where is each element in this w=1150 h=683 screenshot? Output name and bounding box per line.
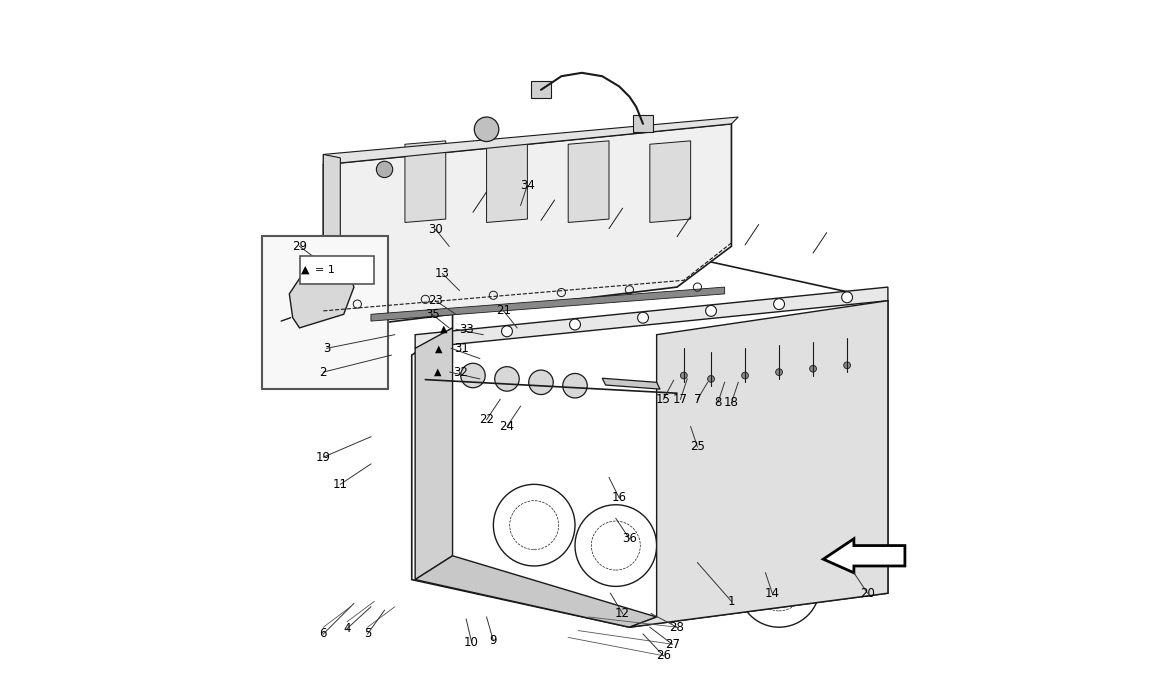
Circle shape — [562, 374, 588, 398]
Circle shape — [774, 298, 784, 309]
Text: 5: 5 — [363, 628, 371, 641]
Circle shape — [681, 372, 688, 379]
Polygon shape — [323, 117, 738, 165]
Text: 4: 4 — [344, 622, 351, 635]
Text: 8: 8 — [714, 396, 721, 409]
Text: ▲: ▲ — [300, 265, 309, 275]
Bar — [262, 236, 388, 389]
Text: 19: 19 — [316, 451, 331, 464]
Text: 6: 6 — [320, 628, 327, 641]
Polygon shape — [603, 378, 660, 389]
Text: 13: 13 — [435, 267, 450, 280]
Text: 10: 10 — [465, 636, 480, 649]
Text: = 1: = 1 — [315, 265, 335, 275]
Polygon shape — [415, 287, 888, 348]
Text: 26: 26 — [656, 650, 670, 663]
Polygon shape — [290, 260, 354, 328]
Circle shape — [474, 117, 499, 141]
Text: ▲: ▲ — [440, 324, 447, 334]
Text: 25: 25 — [690, 441, 705, 454]
Circle shape — [376, 161, 392, 178]
Text: 31: 31 — [454, 342, 469, 354]
Polygon shape — [629, 301, 888, 627]
Text: ▲: ▲ — [434, 367, 442, 377]
Text: 11: 11 — [332, 478, 347, 491]
Circle shape — [706, 305, 716, 316]
Circle shape — [637, 312, 649, 323]
Text: ▲: ▲ — [435, 344, 443, 353]
Text: 32: 32 — [453, 365, 468, 378]
Polygon shape — [323, 124, 731, 328]
Polygon shape — [568, 141, 610, 223]
Text: 3: 3 — [323, 342, 330, 354]
Polygon shape — [415, 328, 453, 580]
Polygon shape — [823, 539, 905, 573]
Polygon shape — [323, 154, 340, 328]
Polygon shape — [650, 141, 691, 223]
Bar — [531, 81, 551, 98]
Text: 24: 24 — [499, 420, 514, 433]
Text: 12: 12 — [615, 607, 630, 620]
Bar — [299, 257, 375, 283]
Polygon shape — [371, 287, 724, 321]
Bar — [632, 115, 653, 132]
Text: 34: 34 — [520, 178, 535, 191]
Text: 18: 18 — [724, 396, 739, 409]
Text: 15: 15 — [656, 393, 670, 406]
Circle shape — [501, 326, 513, 337]
Circle shape — [461, 363, 485, 388]
Text: 21: 21 — [496, 305, 511, 318]
Circle shape — [775, 369, 782, 376]
Circle shape — [844, 362, 851, 369]
Circle shape — [440, 336, 451, 347]
Text: 20: 20 — [860, 587, 875, 600]
Circle shape — [569, 319, 581, 330]
Text: 36: 36 — [622, 532, 637, 545]
Circle shape — [810, 365, 816, 372]
Text: 2: 2 — [320, 365, 327, 378]
Text: 17: 17 — [673, 393, 688, 406]
Circle shape — [529, 370, 553, 395]
Circle shape — [494, 367, 519, 391]
Text: 22: 22 — [480, 413, 494, 426]
Circle shape — [742, 372, 749, 379]
Text: 28: 28 — [669, 621, 684, 634]
Text: 9: 9 — [490, 635, 497, 647]
Text: 35: 35 — [424, 308, 439, 321]
Text: 23: 23 — [428, 294, 443, 307]
Polygon shape — [415, 556, 657, 627]
Polygon shape — [405, 141, 446, 223]
Text: 14: 14 — [765, 587, 780, 600]
Text: 29: 29 — [292, 240, 307, 253]
Text: 30: 30 — [428, 223, 443, 236]
Text: 33: 33 — [459, 323, 474, 336]
Circle shape — [707, 376, 714, 382]
Circle shape — [842, 292, 852, 303]
Text: 16: 16 — [612, 492, 627, 505]
Text: 1: 1 — [728, 595, 735, 608]
Polygon shape — [486, 141, 528, 223]
Text: 7: 7 — [693, 393, 701, 406]
Text: 27: 27 — [665, 638, 680, 651]
